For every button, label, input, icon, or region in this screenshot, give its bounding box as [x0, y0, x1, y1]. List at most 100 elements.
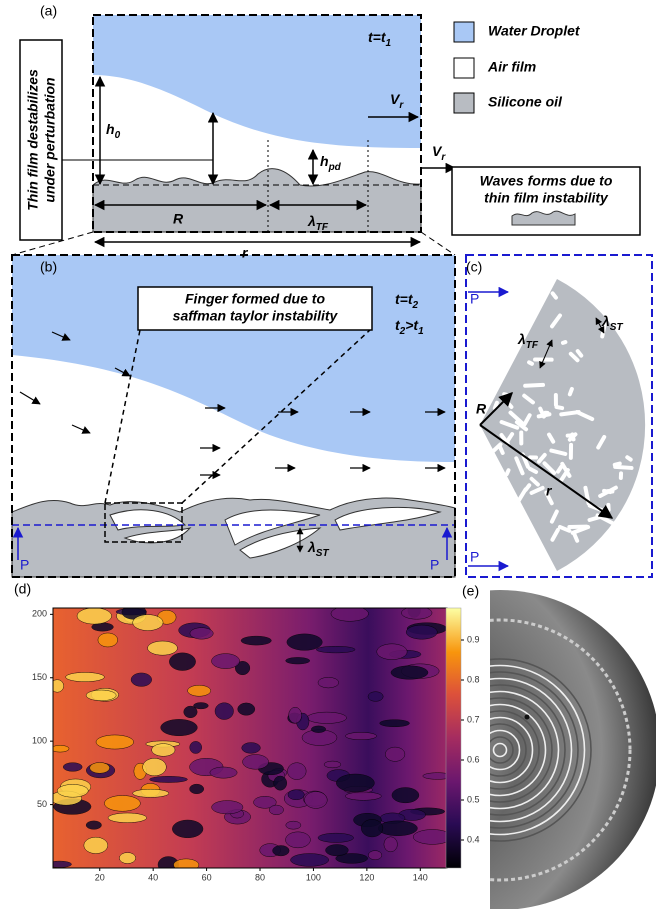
contour-blob: [169, 653, 195, 671]
legend-swatch: [454, 58, 474, 78]
contour-blob: [287, 634, 322, 650]
label: (a): [40, 3, 57, 19]
contour-blob: [66, 672, 105, 681]
contour-blob: [190, 741, 202, 753]
subscript: ST: [316, 548, 330, 559]
label: Silicone oil: [488, 94, 563, 110]
contour-blob: [304, 792, 327, 809]
contour-blob: [385, 747, 405, 761]
contour-blob: [161, 719, 198, 735]
contour-blob: [401, 607, 432, 620]
text: λ: [601, 313, 610, 329]
contour-blob: [63, 763, 82, 772]
contour-blob: [188, 685, 211, 696]
text: t=t: [368, 29, 387, 45]
panel-d: 20406080100120140501001502000.40.50.60.7…: [32, 603, 480, 882]
contour-blob: [380, 720, 410, 727]
contour-blob: [104, 795, 140, 811]
subscript: pd: [328, 162, 342, 173]
contour-blob: [288, 790, 304, 800]
contour-blob: [243, 755, 269, 770]
text: λ: [307, 213, 316, 229]
contour-blob: [318, 833, 354, 842]
contour-blob: [377, 644, 407, 660]
colorbar-tick-label: 0.9: [467, 634, 480, 644]
contour-blob: [286, 821, 301, 829]
contour-blob: [131, 673, 152, 686]
panel-c: [466, 255, 652, 577]
contour-blob: [345, 792, 381, 800]
contour-blob: [210, 767, 237, 778]
contour-blob: [361, 819, 383, 837]
label: P: [470, 291, 479, 307]
label: R: [173, 211, 184, 227]
y-tick-label: 150: [32, 672, 47, 682]
colorbar-tick-label: 0.4: [467, 834, 480, 844]
contour-blob: [285, 832, 310, 848]
contour-blob: [86, 821, 101, 829]
contour-blob: [86, 690, 116, 701]
text: t=t: [395, 291, 414, 307]
label: P: [20, 557, 29, 573]
contour-blob: [269, 805, 283, 815]
subscript: 2: [412, 300, 419, 311]
legend-swatch: [454, 93, 474, 113]
finger: [554, 393, 558, 407]
label: under perturbation: [42, 77, 58, 202]
contour-blob: [57, 784, 88, 797]
contour-blob: [290, 854, 328, 867]
contour-blob: [307, 712, 347, 723]
x-tick-label: 60: [202, 872, 212, 882]
x-tick-label: 100: [306, 872, 321, 882]
subscript: r: [441, 152, 446, 163]
contour-blob: [211, 654, 239, 669]
x-tick-label: 120: [359, 872, 374, 882]
contour-blob: [368, 851, 381, 860]
contour-blob: [311, 726, 325, 733]
subscript: TF: [316, 222, 329, 233]
contour-blob: [384, 837, 398, 852]
contour-blob: [378, 821, 417, 836]
label: (c): [466, 259, 482, 275]
finger: [567, 525, 588, 529]
subscript: 1: [386, 38, 392, 49]
contour-blob: [215, 703, 233, 720]
label: Finger formed due to: [185, 291, 325, 307]
spot: [525, 715, 530, 720]
contour-blob: [324, 761, 341, 768]
subscript: 1: [418, 326, 424, 337]
contour-blob: [274, 776, 287, 790]
text: h: [320, 153, 329, 169]
label: P: [470, 549, 479, 565]
label: thin film instability: [484, 190, 609, 206]
x-tick-label: 40: [148, 872, 158, 882]
y-tick-label: 50: [37, 799, 47, 809]
contour-blob: [108, 813, 147, 823]
y-tick-label: 200: [32, 609, 47, 619]
contour-blob: [368, 692, 383, 702]
contour-blob: [190, 784, 204, 794]
contour-blob: [152, 744, 175, 757]
label: saffman taylor instability: [173, 308, 339, 324]
contour-blob: [273, 846, 290, 856]
legend-swatch: [454, 22, 474, 42]
label: Water Droplet: [488, 23, 581, 39]
contour-blob: [119, 853, 135, 864]
colorbar-tick-label: 0.5: [467, 794, 480, 804]
contour-blob: [84, 837, 108, 853]
colorbar-tick-label: 0.8: [467, 674, 480, 684]
contour-blob: [242, 743, 261, 754]
x-tick-label: 140: [413, 872, 428, 882]
finger: [566, 433, 573, 437]
contour-blob: [241, 636, 271, 645]
contour-blob: [51, 745, 69, 752]
colorbar-tick-label: 0.6: [467, 754, 480, 764]
oil: [93, 169, 421, 232]
finger: [619, 471, 623, 480]
contour-blob: [212, 801, 243, 814]
label: (e): [462, 583, 479, 599]
subscript: 0: [115, 130, 121, 141]
contour-map: [48, 603, 453, 873]
subscript: TF: [526, 340, 539, 351]
text: h: [106, 121, 115, 137]
